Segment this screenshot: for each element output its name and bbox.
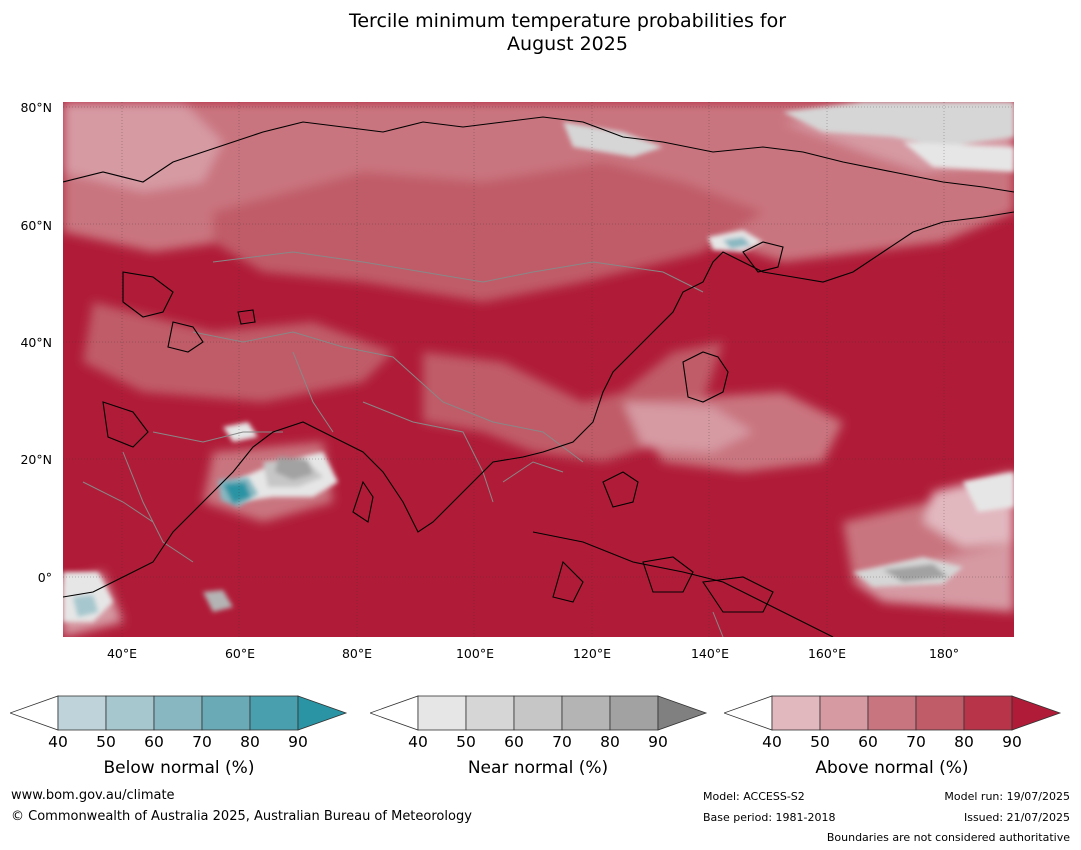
cbar-below-bin-2: [105, 695, 155, 731]
cbar-above-tick-70: 70: [906, 733, 926, 751]
lon-label-100e: 100°E: [455, 646, 494, 661]
colorbar-above-normal: [724, 695, 1062, 731]
cbar-near-bin-2: [465, 695, 515, 731]
colorbar-below-normal: [10, 695, 348, 731]
cbar-below-bin-1: [57, 695, 107, 731]
cbar-near-bin-1: [417, 695, 467, 731]
lat-label-40n: 40°N: [20, 335, 52, 350]
copyright-text: © Commonwealth of Australia 2025, Austra…: [11, 809, 472, 824]
cbar-below-tick-50: 50: [96, 733, 116, 751]
cbar-above-tick-40: 40: [762, 733, 782, 751]
title-line-2: August 2025: [507, 33, 628, 55]
cbar-near-tick-70: 70: [552, 733, 572, 751]
lon-label-60e: 60°E: [224, 646, 256, 661]
cbar-near-tick-90: 90: [648, 733, 668, 751]
probability-map: [63, 102, 1014, 637]
cbar-near-arrow-left: [370, 695, 419, 731]
cbar-below-bin-3: [153, 695, 203, 731]
cbar-above-arrow-left: [724, 695, 773, 731]
lat-label-80n: 80°N: [20, 100, 52, 115]
country-boundaries: [82, 251, 724, 637]
lon-label-140e: 140°E: [690, 646, 729, 661]
cbar-above-bin-4: [915, 695, 965, 731]
cbar-above-bin-1: [771, 695, 821, 731]
cbar-near-bin-5: [609, 695, 659, 731]
cbar-below-bin-4: [201, 695, 251, 731]
cbar-above-tick-90: 90: [1002, 733, 1022, 751]
website-link[interactable]: www.bom.gov.au/climate: [11, 788, 175, 803]
lon-label-80e: 80°E: [341, 646, 373, 661]
cbar-near-title: Near normal (%): [467, 758, 609, 778]
colorbar-near-normal: [370, 695, 708, 731]
cbar-near-tick-60: 60: [504, 733, 524, 751]
above-normal-zones: [63, 102, 1014, 637]
cbar-below-tick-70: 70: [192, 733, 212, 751]
cbar-near-tick-80: 80: [600, 733, 620, 751]
cbar-below-arrow-left: [10, 695, 59, 731]
lon-label-40e: 40°E: [106, 646, 138, 661]
cbar-above-tick-60: 60: [858, 733, 878, 751]
cbar-near-arrow-right: [657, 695, 708, 731]
cbar-above-bin-5: [963, 695, 1013, 731]
cbar-above-title: Above normal (%): [815, 758, 969, 778]
lat-label-60n: 60°N: [20, 218, 52, 233]
lon-label-180: 180°: [928, 646, 960, 661]
below-normal-zones: [73, 230, 763, 617]
near-normal-zones: [63, 102, 1014, 622]
boundaries-disclaimer: Boundaries are not considered authoritat…: [826, 831, 1070, 844]
cbar-above-tick-80: 80: [954, 733, 974, 751]
cbar-above-arrow-right: [1011, 695, 1062, 731]
cbar-below-title: Below normal (%): [103, 758, 255, 778]
cbar-below-tick-40: 40: [48, 733, 68, 751]
cbar-near-bin-3: [513, 695, 563, 731]
cbar-above-tick-50: 50: [810, 733, 830, 751]
title-line-1: Tercile minimum temperature probabilitie…: [348, 10, 787, 32]
lon-label-160e: 160°E: [807, 646, 846, 661]
model-text: Model: ACCESS-S2: [703, 790, 805, 803]
cbar-below-arrow-right: [297, 695, 348, 731]
cbar-below-tick-90: 90: [288, 733, 308, 751]
cbar-below-tick-60: 60: [144, 733, 164, 751]
model-run-text: Model run: 19/07/2025: [944, 790, 1070, 803]
base-period-text: Base period: 1981-2018: [703, 811, 836, 824]
cbar-near-bin-4: [561, 695, 611, 731]
cbar-near-tick-40: 40: [408, 733, 428, 751]
graticule: [63, 102, 1014, 637]
lon-label-120e: 120°E: [572, 646, 611, 661]
issued-text: Issued: 21/07/2025: [963, 811, 1070, 824]
map-svg: [63, 102, 1014, 637]
lat-label-20n: 20°N: [20, 452, 52, 467]
coastlines: [63, 116, 1014, 637]
cbar-below-bin-5: [249, 695, 299, 731]
cbar-near-tick-50: 50: [456, 733, 476, 751]
map-title: Tercile minimum temperature probabilitie…: [0, 10, 1081, 56]
cbar-above-bin-2: [819, 695, 869, 731]
cbar-below-tick-80: 80: [240, 733, 260, 751]
cbar-above-bin-3: [867, 695, 917, 731]
lat-label-0: 0°: [37, 570, 52, 585]
